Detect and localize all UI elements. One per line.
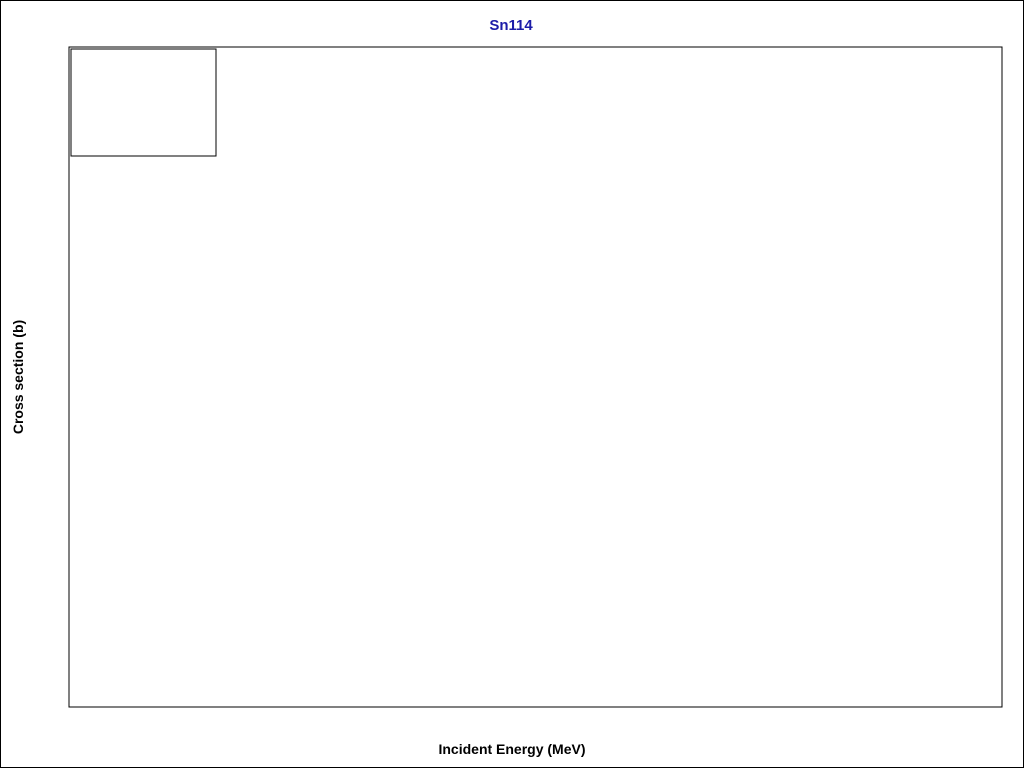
chart-title: Sn114 (489, 17, 533, 34)
y-axis-title: Cross section (b) (10, 320, 26, 434)
plot-border (68, 46, 1003, 708)
x-axis-title: Incident Energy (MeV) (438, 741, 585, 757)
legend (70, 48, 217, 157)
legend-box (70, 48, 217, 157)
